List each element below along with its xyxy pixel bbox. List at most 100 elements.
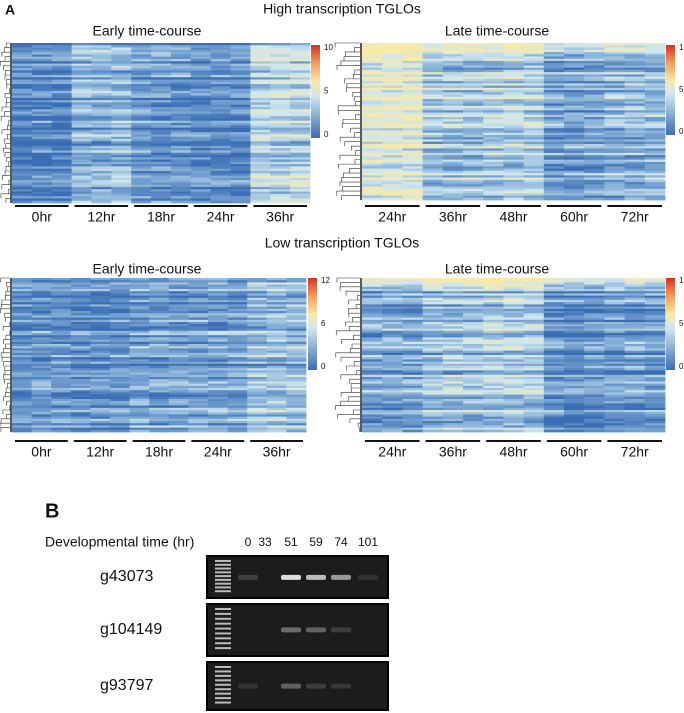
heatmap-cell: [247, 280, 268, 283]
heatmap-cell: [129, 359, 150, 362]
heatmap-cell: [250, 168, 271, 172]
heatmap-cell: [564, 177, 585, 181]
heatmap-cell: [382, 170, 403, 174]
heatmap-cell: [227, 429, 248, 433]
heatmap-cell: [402, 282, 423, 285]
heatmap-cell: [12, 45, 33, 48]
heatmap-cell: [463, 157, 484, 161]
heatmap-cell: [12, 324, 32, 327]
heatmap-cell: [247, 319, 268, 323]
heatmap-cell: [362, 405, 383, 409]
heatmap-cell: [31, 416, 52, 420]
heatmap-cell: [129, 322, 150, 325]
heatmap-cell: [644, 344, 666, 347]
heatmap-cell: [247, 414, 268, 417]
heatmap-cell: [543, 396, 565, 400]
heatmap-cell: [362, 157, 383, 161]
heatmap-cell: [12, 59, 33, 62]
heatmap-cell: [503, 425, 524, 428]
heatmap-cell: [170, 189, 192, 192]
heatmap-cell: [382, 47, 403, 51]
heatmap-cell: [644, 45, 666, 48]
heatmap: [12, 278, 307, 433]
heatmap-cell: [270, 111, 291, 115]
heatmap-cell: [12, 88, 33, 92]
heatmap-cell: [584, 193, 605, 196]
heatmap-cell: [503, 392, 524, 395]
heatmap-cell: [149, 330, 170, 334]
heatmap-cell: [168, 401, 189, 404]
heatmap-cell: [564, 333, 585, 336]
heatmap-cell: [463, 289, 484, 292]
heatmap-cell: [543, 105, 565, 109]
heatmap-cell: [111, 123, 132, 126]
heatmap-cell: [270, 45, 291, 48]
heatmap-cell: [110, 337, 130, 340]
heatmap-cell: [584, 134, 605, 138]
heatmap-cell: [151, 72, 172, 76]
heatmap-cell: [543, 63, 565, 66]
heatmap-cell: [523, 284, 545, 288]
heatmap-cell: [208, 427, 228, 431]
heatmap-cell: [266, 335, 287, 338]
heatmap-cell: [190, 141, 212, 144]
heatmap-cell: [543, 99, 565, 102]
heatmap-cell: [210, 52, 231, 55]
heatmap-cell: [382, 403, 403, 406]
heatmap-cell: [12, 319, 32, 323]
ladder-band: [215, 697, 231, 700]
heatmap-cell: [90, 280, 111, 283]
heatmap-cell: [362, 179, 383, 183]
heatmap-cell: [188, 421, 209, 424]
heatmap-cell: [111, 187, 132, 190]
heatmap-cell: [624, 150, 646, 154]
heatmap-cell: [442, 300, 464, 303]
heatmap-cell: [71, 61, 92, 64]
heatmap-cell: [210, 84, 231, 87]
heatmap-cell: [247, 330, 268, 334]
heatmap-cell: [111, 72, 132, 76]
heatmap-cell: [290, 123, 311, 126]
heatmap-cell: [270, 191, 291, 195]
heatmap-cell: [149, 289, 170, 292]
heatmap-cell: [91, 95, 112, 99]
heatmap-cell: [270, 118, 291, 122]
heatmap-cell: [31, 341, 52, 345]
heatmap-cell: [131, 143, 152, 147]
heatmap-cell: [71, 81, 92, 85]
heatmap-cell: [110, 370, 130, 373]
heatmap-cell: [91, 125, 112, 128]
heatmap-cell: [543, 339, 565, 343]
heatmap-cell: [442, 67, 464, 71]
heatmap-cell: [131, 107, 152, 110]
heatmap-cell: [247, 403, 268, 406]
heatmap-cell: [523, 396, 545, 400]
dendrogram-branch: [336, 65, 360, 70]
heatmap-cell: [51, 72, 72, 76]
heatmap-cell: [90, 324, 111, 327]
heatmap-cell: [604, 54, 625, 57]
heatmap-cell: [624, 335, 646, 338]
heatmap-cell: [12, 289, 32, 292]
heatmap-cell: [188, 401, 209, 404]
heatmap-cell: [463, 103, 484, 107]
heatmap-cell: [151, 65, 172, 69]
heatmap-cell: [382, 280, 403, 283]
heatmap-cell: [584, 184, 605, 187]
heatmap-cell: [210, 155, 231, 158]
heatmap-cell: [51, 293, 72, 296]
lane-label: 33: [258, 535, 272, 549]
heatmap-cell: [523, 330, 545, 334]
heatmap-cell: [503, 148, 524, 152]
heatmap-cell: [188, 330, 209, 334]
heatmap-cell: [543, 114, 565, 118]
heatmap-cell: [523, 282, 545, 285]
heatmap-cell: [463, 99, 484, 102]
heatmap-cell: [250, 93, 271, 96]
heatmap-cell: [402, 132, 423, 136]
heatmap-cell: [644, 96, 666, 100]
heatmap-cell: [483, 291, 504, 294]
heatmap-cell: [584, 282, 605, 285]
heatmap-cell: [503, 141, 524, 145]
heatmap-cell: [402, 87, 423, 91]
